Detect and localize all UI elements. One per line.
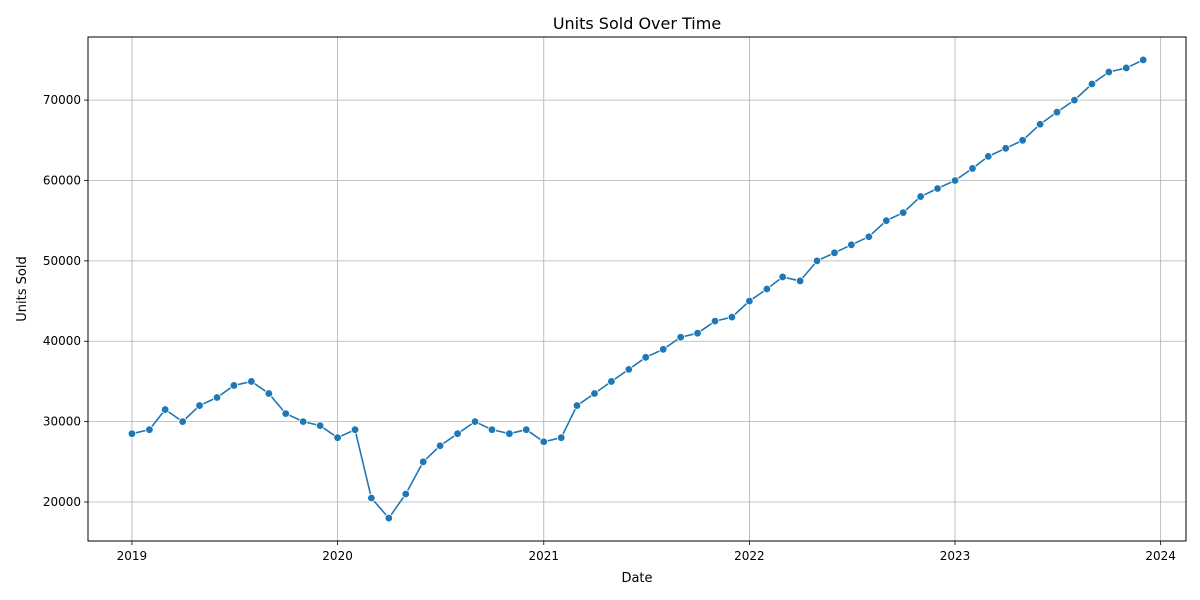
data-point [247,377,256,386]
data-point [624,365,634,374]
data-point [933,184,942,193]
data-point [641,353,650,362]
data-point [350,425,360,434]
data-point [539,437,548,446]
y-axis: 20000 30000 40000 50000 60000 70000 [43,93,88,509]
data-point [710,316,720,326]
data-point [795,276,805,286]
data-point [1087,79,1097,89]
data-point [178,417,187,426]
data-point [864,232,874,241]
data-point [160,405,170,414]
data-point [590,389,599,398]
data-point [229,381,239,390]
chart-title: Units Sold Over Time [553,14,721,33]
data-point [812,256,822,266]
data-point [281,409,290,418]
data-point [419,457,428,467]
data-point [916,192,925,201]
data-point [522,425,531,434]
x-tick-label: 2019 [117,549,148,563]
data-point [727,312,737,322]
data-point [1052,107,1062,117]
data-point [607,377,616,386]
data-point [212,393,222,402]
data-point [1001,144,1010,153]
series-markers [127,55,1148,523]
grid-lines [88,37,1186,541]
data-point [693,329,702,338]
data-point [898,208,908,217]
data-point [470,417,480,426]
y-axis-label: Units Sold [15,256,30,321]
y-tick-label: 60000 [43,173,81,187]
x-tick-label: 2021 [528,549,559,563]
data-point [487,425,497,434]
data-point [676,333,685,342]
data-point [367,493,376,503]
data-point [1138,55,1148,65]
data-point [830,248,839,258]
data-point [401,489,410,499]
y-tick-label: 30000 [43,415,81,429]
data-point [1122,63,1131,73]
data-point [762,284,772,294]
x-tick-label: 2022 [734,549,765,563]
data-point [847,240,856,249]
data-point [453,429,462,438]
data-point [745,296,754,306]
data-point [333,433,342,442]
data-point [264,389,274,398]
data-point [1018,136,1027,145]
data-point [950,176,960,185]
data-point [968,164,977,173]
y-tick-label: 40000 [43,334,81,348]
data-point [1070,95,1079,105]
x-tick-label: 2024 [1145,549,1176,563]
data-point [1104,67,1114,77]
data-point [1035,120,1045,129]
y-tick-label: 70000 [43,93,81,107]
x-axis: 2019 2020 2021 2022 2023 2024 [117,541,1176,563]
data-point [384,513,394,523]
data-point [659,345,668,354]
data-point [315,421,325,430]
y-tick-label: 50000 [43,254,81,268]
y-tick-label: 20000 [43,495,81,509]
data-point [572,401,582,410]
plot-frame [87,36,1187,542]
data-point [505,429,514,438]
data-point [435,441,445,450]
data-point [195,401,204,410]
data-point [127,429,137,438]
x-tick-label: 2023 [940,549,971,563]
data-point [882,216,891,225]
data-point [557,433,566,442]
x-axis-label: Date [621,571,652,586]
data-point [145,425,154,434]
data-point [984,152,993,161]
data-point [299,417,308,426]
data-point [778,272,787,282]
x-tick-label: 2020 [322,549,353,563]
